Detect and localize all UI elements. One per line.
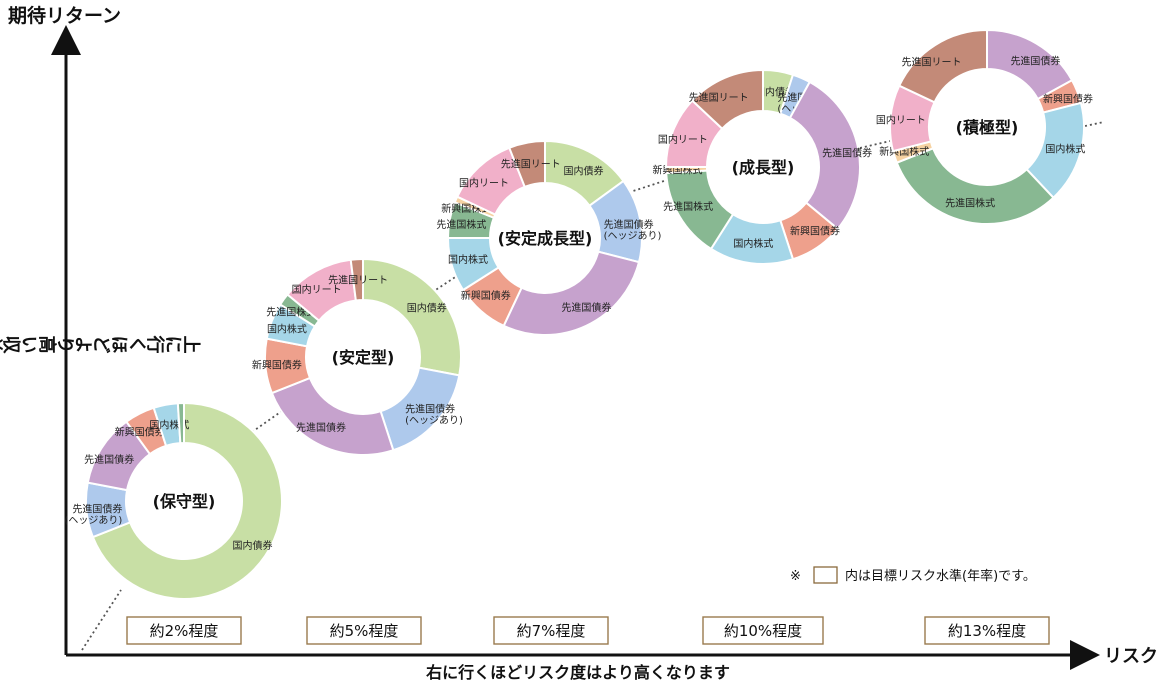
segment-label-新興国債券: 新興国債券 [115,426,165,439]
segment-label-国内リート: 国内リート [658,133,708,146]
note-box [813,566,838,584]
segment-label-国内リート: 国内リート [876,114,926,127]
risk-label-2: 約5%程度 [330,622,399,640]
segment-label-国内株式: 国内株式 [1045,143,1085,156]
segment-label-国内リート: 国内リート [459,177,509,190]
donut-安定型: 国内債券先進国債券(ヘッジあり)先進国債券新興国債券国内株式先進国株式国内リート… [252,257,463,456]
segment-label-先進国債券: 先進国債券 [84,453,134,466]
donut-slice-安定型-1 [362,257,462,377]
segment-label-国内債券: 国内債券 [233,539,273,552]
risk-label-3: 約7%程度 [517,622,586,640]
segment-label-先進国リート: 先進国リート [901,57,961,69]
note-area: ※ 内は目標リスク水準(年率)です。 [790,566,1036,584]
risk-box-2: 約5%程度 [306,616,422,645]
donut-成長型: 国内債券先進国債券(ヘッジあり)先進国債券新興国債券国内株式先進国株式新興国株式… [653,68,872,265]
segment-label-新興国債券: 新興国債券 [1043,92,1093,105]
donut-slice-安定型-8 [349,257,364,302]
donut-slice-成長型-9 [690,68,764,131]
risk-box-4: 約10%程度 [702,616,824,645]
donut-slice-安定成長型-3 [502,250,641,336]
segment-label-国内債券: 国内債券 [564,164,604,177]
segment-label-新興国債券: 新興国債券 [790,224,840,237]
donut-slice-成長型-3 [788,80,861,231]
y-axis-title: 期待リターン [8,4,121,27]
risk-box-3: 約7%程度 [493,616,609,645]
trend-connector-5 [859,140,891,149]
segment-label-先進国株式: 先進国株式 [436,218,486,231]
trend-connector-6 [1084,121,1105,127]
segment-label-先進国債券ヘッジあり: 先進国債券(ヘッジあり) [604,218,662,242]
risk-box-frame-1 [126,616,242,645]
x-axis-note: 右に行くほどリスク度はより高くなります [426,663,730,682]
risk-label-5: 約13%程度 [948,622,1026,640]
risk-label-1: 約2%程度 [150,622,219,640]
segment-label-国内債券: 国内債券 [755,85,795,98]
portfolio-name-安定型: (安定型) [332,348,395,367]
segment-label-先進国リート: 先進国リート [501,158,561,170]
risk-box-frame-4 [702,616,824,645]
y-axis-note: 上に行くほどより高い収益が期待できます [0,333,201,355]
note-suffix: 内は目標リスク水準(年率)です。 [845,568,1036,584]
portfolio-name-安定成長型: (安定成長型) [498,229,593,248]
segment-label-新興国債券: 新興国債券 [252,358,302,371]
segment-label-国内株式: 国内株式 [267,322,307,335]
donut-slice-保守型-1 [91,401,283,600]
risk-box-frame-5 [924,616,1050,645]
donut-slice-保守型-6 [176,401,185,445]
risk-box-5: 約13%程度 [924,616,1050,645]
note-prefix: ※ [790,569,801,584]
portfolio-name-保守型: (保守型) [153,492,216,511]
segment-label-国内株式: 国内株式 [733,237,773,250]
segment-label-先進国債券: 先進国債券 [561,301,611,314]
segment-label-先進国債券ヘッジあり: 先進国債券(ヘッジあり) [65,502,123,526]
segment-label-先進国リート: 先進国リート [328,275,388,287]
donut-安定成長型: 国内債券先進国債券(ヘッジあり)先進国債券新興国債券国内株式先進国株式新興国株式… [436,139,662,336]
donut-slice-安定成長型-9 [507,139,546,189]
segment-label-新興国債券: 新興国債券 [461,289,511,302]
x-axis-title: リスク [1104,646,1157,667]
segment-label-先進国リート: 先進国リート [689,92,749,104]
segment-label-先進国債券: 先進国債券 [1010,54,1060,67]
donut-slice-積極型-7 [897,28,988,104]
donut-slice-積極型-4 [895,147,1055,225]
segment-label-国内株式: 国内株式 [448,253,488,266]
donut-slice-安定型-3 [270,376,395,456]
segment-label-先進国株式: 先進国株式 [663,200,713,213]
segment-label-先進国債券: 先進国債券 [296,421,346,434]
segment-label-国内リート: 国内リート [292,283,342,296]
portfolio-donuts: 国内債券先進国債券(ヘッジあり)先進国債券新興国債券国内株式(保守型)国内債券先… [65,28,1093,600]
risk-box-1: 約2%程度 [126,616,242,645]
portfolio-name-成長型: (成長型) [732,158,795,177]
risk-label-4: 約10%程度 [724,622,802,640]
segment-label-先進国債券ヘッジあり: 先進国債券(ヘッジあり) [405,402,463,426]
risk-label-group: 約2%程度 約5%程度 約7%程度 約10%程度 約13%程度 [126,616,1050,645]
segment-label-先進国債券: 先進国債券 [822,147,872,160]
risk-box-frame-3 [493,616,609,645]
trend-connector-1 [81,589,122,651]
risk-box-frame-2 [306,616,422,645]
segment-label-先進国株式: 先進国株式 [945,197,995,210]
segment-label-国内債券: 国内債券 [407,302,447,315]
portfolio-name-積極型: (積極型) [956,118,1019,137]
